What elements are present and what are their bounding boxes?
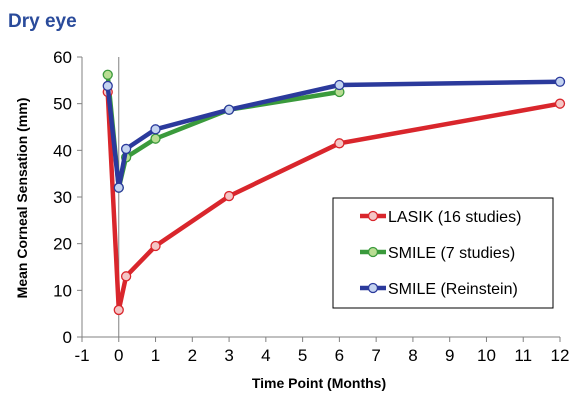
y-tick-label: 20 xyxy=(53,235,72,254)
x-tick-label: 10 xyxy=(477,346,496,365)
legend-label: SMILE (Reinstein) xyxy=(388,281,518,298)
legend-label: LASIK (16 studies) xyxy=(388,209,521,226)
x-tick-label: 7 xyxy=(371,346,380,365)
data-point xyxy=(102,80,113,92)
data-point xyxy=(120,271,132,282)
y-tick-label: 0 xyxy=(63,328,72,347)
data-point xyxy=(113,182,124,193)
x-tick-label: 11 xyxy=(514,346,532,365)
data-point xyxy=(334,79,345,91)
series-layer xyxy=(102,69,566,316)
data-point xyxy=(554,76,566,87)
x-axis-label: Time Point (Months) xyxy=(252,375,386,391)
x-tick-label: 6 xyxy=(335,346,344,365)
data-point xyxy=(223,104,235,115)
data-point xyxy=(554,98,566,109)
x-tick-label: 2 xyxy=(188,346,197,365)
y-tick-label: 60 xyxy=(53,48,72,67)
legend-swatch-marker xyxy=(367,210,379,222)
x-tick-label: 0 xyxy=(114,346,123,365)
axes xyxy=(77,56,561,342)
series-2 xyxy=(102,76,566,193)
series-1 xyxy=(102,69,345,193)
data-point xyxy=(150,133,161,144)
legend-swatch-marker xyxy=(367,246,379,258)
data-point xyxy=(223,190,235,202)
data-point xyxy=(113,304,124,316)
x-tick-label: 1 xyxy=(151,346,160,365)
x-tick-label: 3 xyxy=(224,346,233,365)
y-axis-label: Mean Corneal Sensation (mm) xyxy=(14,98,30,299)
series-line xyxy=(105,79,563,190)
x-tick-label: 4 xyxy=(261,346,270,365)
legend-item: LASIK (16 studies) xyxy=(360,209,521,226)
y-tick-label: 40 xyxy=(53,141,72,160)
x-tick-label: -1 xyxy=(74,346,89,365)
legend-swatch-marker xyxy=(367,282,379,294)
data-point xyxy=(150,240,161,252)
data-point xyxy=(102,69,113,80)
data-point xyxy=(334,138,345,149)
x-tick-label: 12 xyxy=(551,346,570,365)
y-tick-label: 10 xyxy=(53,281,72,300)
x-tick-label: 8 xyxy=(408,346,417,365)
legend-item: SMILE (Reinstein) xyxy=(360,281,518,298)
y-tick-label: 30 xyxy=(53,188,72,207)
y-tick-labels: 0 10 20 30 40 50 60 xyxy=(53,48,72,347)
x-tick-label: 5 xyxy=(298,346,307,365)
chart-title: Dry eye xyxy=(8,11,77,32)
data-point xyxy=(150,124,161,135)
legend: LASIK (16 studies) SMILE (7 studies) SMILE… xyxy=(332,197,554,309)
x-tick-label: 9 xyxy=(445,346,454,365)
legend-label: SMILE (7 studies) xyxy=(388,245,515,262)
data-point xyxy=(120,143,132,155)
x-tick-labels: -1 0 1 2 3 4 5 6 7 8 9 10 11 12 xyxy=(74,346,569,365)
legend-item: SMILE (7 studies) xyxy=(360,245,515,262)
y-tick-label: 50 xyxy=(53,95,72,114)
